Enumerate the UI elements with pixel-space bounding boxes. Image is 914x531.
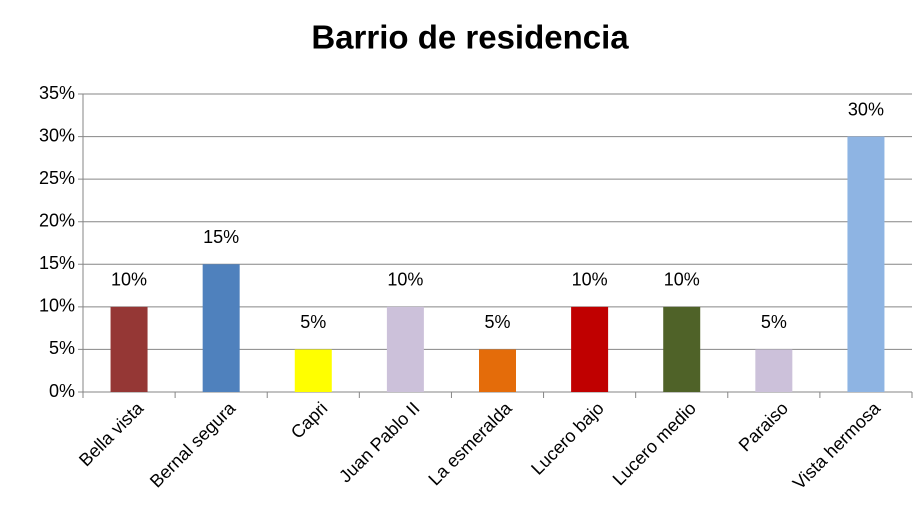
x-tick-label: Paraiso [735,398,792,455]
bar [386,306,424,392]
bar [847,136,885,392]
bar [571,306,609,392]
data-label: 5% [300,312,326,332]
chart-title: Barrio de residencia [311,19,629,56]
x-tick-label: Juan Pablo II [335,398,423,486]
x-tick-label: Vista hermosa [789,397,885,493]
y-tick-label: 10% [39,296,75,316]
data-label: 10% [664,270,700,290]
y-tick-label: 35% [39,83,75,103]
data-label: 5% [484,312,510,332]
x-tick-label: Lucero bajo [527,398,608,479]
y-tick-label: 20% [39,210,75,230]
data-label: 10% [387,270,423,290]
bar [755,349,793,392]
data-label: 10% [111,270,147,290]
bar [294,349,332,392]
bar [479,349,516,392]
y-tick-label: 30% [39,125,75,145]
data-label: 15% [203,227,239,247]
x-tick-label: La esmeralda [424,397,516,489]
bar [202,264,240,392]
y-tick-label: 0% [49,381,75,401]
data-label: 30% [848,99,884,119]
data-label: 10% [572,270,608,290]
x-tick-label: Capri [287,398,332,443]
y-tick-label: 25% [39,168,75,188]
x-tick-label: Bella vista [75,397,148,470]
data-label: 5% [761,312,787,332]
bar [110,306,148,392]
x-tick-label: Lucero medio [609,398,700,489]
x-tick-label: Bernal segura [146,397,240,491]
bar [663,306,701,392]
y-tick-label: 5% [49,338,75,358]
y-tick-label: 15% [39,253,75,273]
